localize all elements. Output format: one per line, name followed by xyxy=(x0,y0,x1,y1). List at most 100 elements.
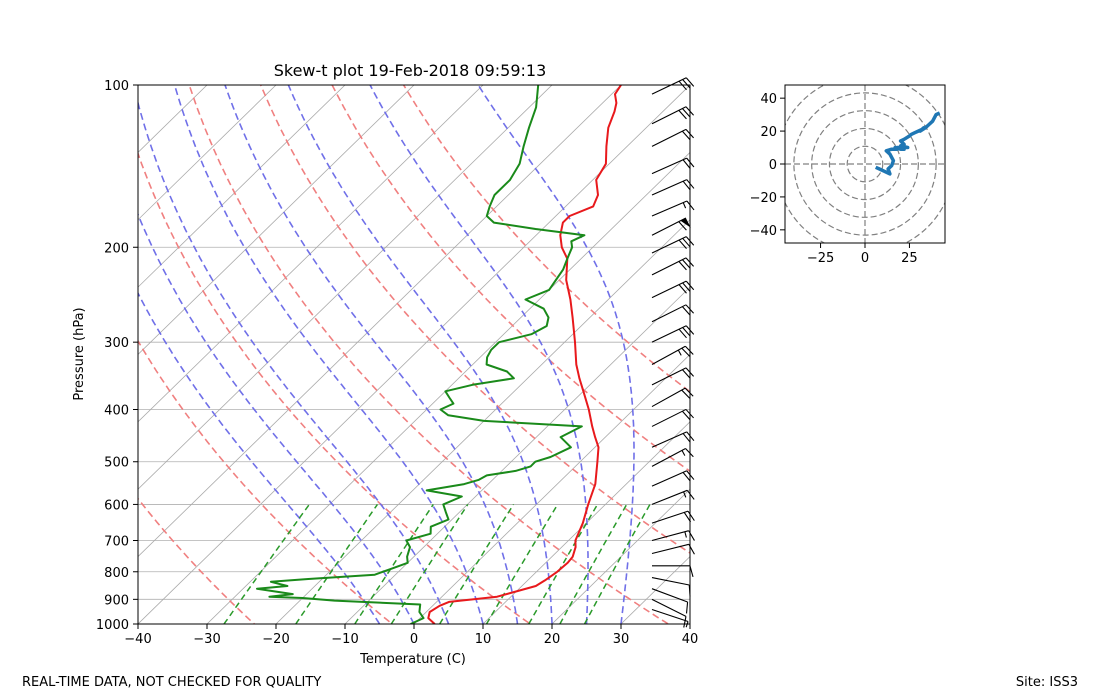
wind-barb xyxy=(651,325,695,343)
moist-adiabat-line xyxy=(369,85,589,624)
dewpoint-trace xyxy=(256,85,586,624)
wind-barb-shaft xyxy=(651,588,688,603)
isotherm-line xyxy=(138,85,277,221)
mixing-ratio-line xyxy=(390,503,469,624)
dry-adiabat-line xyxy=(138,497,256,624)
moist-adiabat-line xyxy=(173,85,484,624)
x-tick-label: 30 xyxy=(613,632,630,647)
x-tick-label: 20 xyxy=(544,632,561,647)
x-tick-label: −40 xyxy=(124,632,151,647)
mixing-ratio-line xyxy=(223,503,310,624)
wind-barb-feather xyxy=(682,159,691,169)
moist-adiabat-line xyxy=(138,291,381,624)
hodograph-trace xyxy=(874,111,941,176)
moist-adiabat-line xyxy=(477,85,635,624)
wind-barb-shaft xyxy=(651,200,688,217)
wind-barb xyxy=(651,387,694,408)
wind-barb-half-feather xyxy=(682,202,687,209)
moist-adiabat-line xyxy=(138,99,450,624)
wind-barb-shaft xyxy=(651,530,689,542)
wind-barb-feather xyxy=(682,180,691,191)
wind-barb-shaft xyxy=(651,106,687,125)
wind-barb xyxy=(651,598,687,628)
y-tick-label: 600 xyxy=(104,498,129,513)
hodograph-x-ticks: −25 0 25 xyxy=(807,243,918,266)
x-tick-label: −20 xyxy=(262,632,289,647)
hodograph-crosshair xyxy=(785,85,945,243)
hodograph-ring xyxy=(811,110,919,218)
wind-barb-feather xyxy=(678,284,687,294)
wind-barb-feather xyxy=(682,130,691,141)
wind-barb-half-feather xyxy=(681,450,686,456)
wind-barb-feather xyxy=(678,261,687,271)
wind-barb xyxy=(651,217,691,236)
isotherm-line xyxy=(275,219,690,624)
mixing-ratio-line xyxy=(485,504,559,624)
wind-barb-feather xyxy=(684,387,694,397)
moist-adiabat-line xyxy=(138,212,415,624)
hodograph-y-tick-label: −20 xyxy=(750,191,777,206)
wind-barb-feather xyxy=(678,109,687,120)
wind-barb xyxy=(651,236,695,254)
wind-barb-feather xyxy=(678,239,687,250)
wind-barb-feather xyxy=(683,616,687,628)
dry-adiabat-line xyxy=(138,151,532,624)
wind-barb-shaft xyxy=(651,470,687,487)
x-tick-label: 0 xyxy=(410,632,418,647)
x-tick-label: −10 xyxy=(331,632,358,647)
hodograph-rings xyxy=(785,85,945,243)
wind-barb-shaft xyxy=(651,325,687,343)
wind-barb-feather xyxy=(685,77,695,87)
isotherm-line xyxy=(138,85,484,423)
quality-disclaimer: REAL-TIME DATA, NOT CHECKED FOR QUALITY xyxy=(22,675,321,690)
isotherm-line xyxy=(482,421,690,624)
wind-barb-shaft xyxy=(651,304,687,323)
y-tick-label: 700 xyxy=(104,535,129,550)
y-axis-label: Pressure (hPa) xyxy=(72,307,87,400)
wind-barb-feather xyxy=(685,448,694,458)
wind-barb xyxy=(651,106,695,125)
wind-barb-shaft xyxy=(651,510,689,524)
wind-barb-shaft xyxy=(651,608,689,623)
wind-barb-feather xyxy=(678,328,687,339)
hodograph-x-tick-label: 0 xyxy=(861,251,869,266)
wind-barb-feather xyxy=(681,347,691,357)
wind-barb-feather xyxy=(682,79,691,89)
isotherm-line xyxy=(138,85,690,624)
hodograph-y-ticks: −40 −20 0 20 40 xyxy=(750,92,785,239)
moist-adiabat-line xyxy=(224,85,519,624)
wind-barb-shaft xyxy=(651,448,686,467)
wind-barb-shaft xyxy=(651,77,687,95)
wind-barb-half-feather xyxy=(684,531,687,538)
wind-barb-shaft xyxy=(651,367,687,386)
wind-barb-shaft xyxy=(651,236,687,254)
wind-barb-feather xyxy=(678,221,687,231)
hodograph-ring xyxy=(793,92,937,236)
mixing-ratio-line xyxy=(295,503,379,624)
wind-barb-shaft xyxy=(651,217,687,236)
wind-barb-shaft xyxy=(651,280,687,299)
wind-barb-half-feather xyxy=(683,491,687,498)
wind-barb-feather xyxy=(682,433,691,443)
wind-barb-shaft xyxy=(651,598,687,617)
y-tick-label: 1000 xyxy=(96,618,129,633)
y-tick-label: 900 xyxy=(104,593,129,608)
isotherm-line xyxy=(344,286,690,624)
wind-barb-shaft xyxy=(651,543,689,555)
wind-barb-feather xyxy=(682,237,691,248)
dry-adiabat-line xyxy=(259,85,690,554)
wind-barb-shaft xyxy=(651,257,687,276)
wind-barb-shaft xyxy=(651,387,686,408)
wind-barb-feather xyxy=(682,306,691,316)
y-tick-label: 300 xyxy=(104,336,129,351)
wind-barb-feather xyxy=(682,369,691,379)
temperature-trace xyxy=(427,85,622,624)
mixing-ratio-line xyxy=(439,504,515,624)
sounding-series xyxy=(256,85,622,624)
hodograph-y-tick-label: 40 xyxy=(760,92,777,107)
y-tick-label: 500 xyxy=(104,456,129,471)
wind-barb-shaft xyxy=(651,431,687,448)
wind-barb-feather xyxy=(682,410,691,421)
y-axis-ticks: 100 200 300 400 500 600 700 800 900 1000 xyxy=(96,79,138,633)
